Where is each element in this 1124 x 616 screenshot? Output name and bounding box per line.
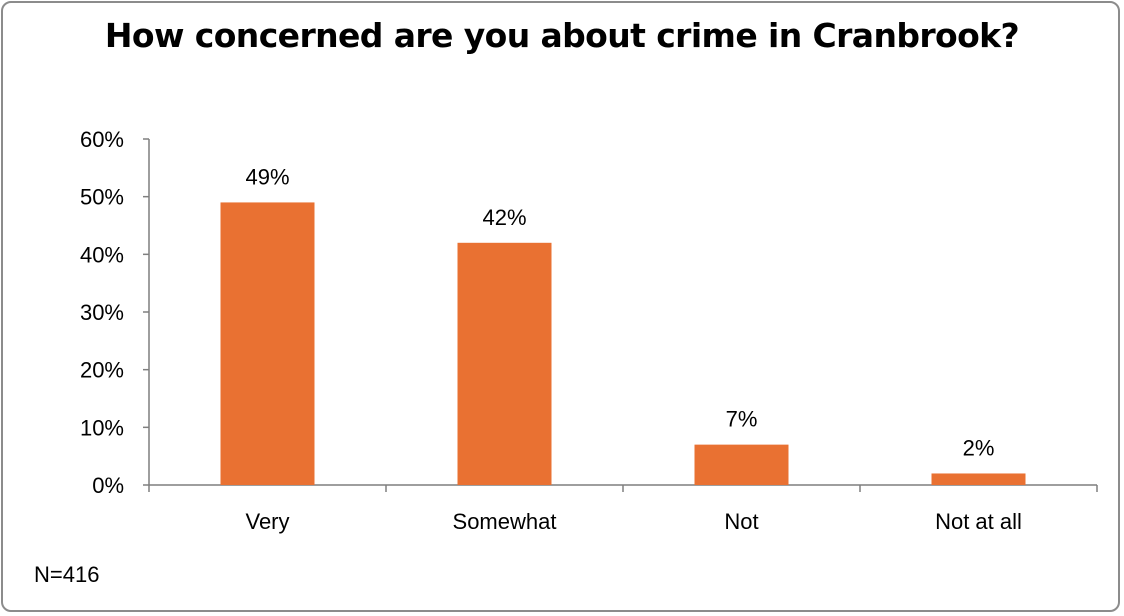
bar-not xyxy=(694,444,789,485)
data-labels: 49% 42% 7% 2% xyxy=(245,164,994,460)
x-tick-label: Very xyxy=(245,509,289,534)
y-tick-label: 0% xyxy=(92,473,124,498)
bar-very xyxy=(220,202,315,485)
y-tick-label: 30% xyxy=(80,300,124,325)
x-tick-label: Not at all xyxy=(935,509,1022,534)
data-label: 49% xyxy=(245,164,289,189)
sample-size-note: N=416 xyxy=(34,562,100,587)
bar-somewhat xyxy=(457,242,552,485)
x-axis: Very Somewhat Not Not at all xyxy=(148,484,1098,534)
y-tick-label: 50% xyxy=(80,185,124,210)
y-tick-label: 20% xyxy=(80,358,124,383)
bars xyxy=(220,202,1026,485)
bar-not-at-all xyxy=(931,473,1026,485)
x-tick-label: Somewhat xyxy=(453,509,557,534)
data-label: 2% xyxy=(963,435,995,460)
chart-title: How concerned are you about crime in Cra… xyxy=(104,16,1020,55)
y-tick-label: 10% xyxy=(80,415,124,440)
y-tick-label: 40% xyxy=(80,242,124,267)
x-tick-label: Not xyxy=(724,509,758,534)
data-label: 7% xyxy=(726,407,758,432)
data-label: 42% xyxy=(482,205,526,230)
y-tick-label: 60% xyxy=(80,127,124,152)
y-axis: 0% 10% 20% 30% 40% 50% 60% xyxy=(80,127,150,498)
